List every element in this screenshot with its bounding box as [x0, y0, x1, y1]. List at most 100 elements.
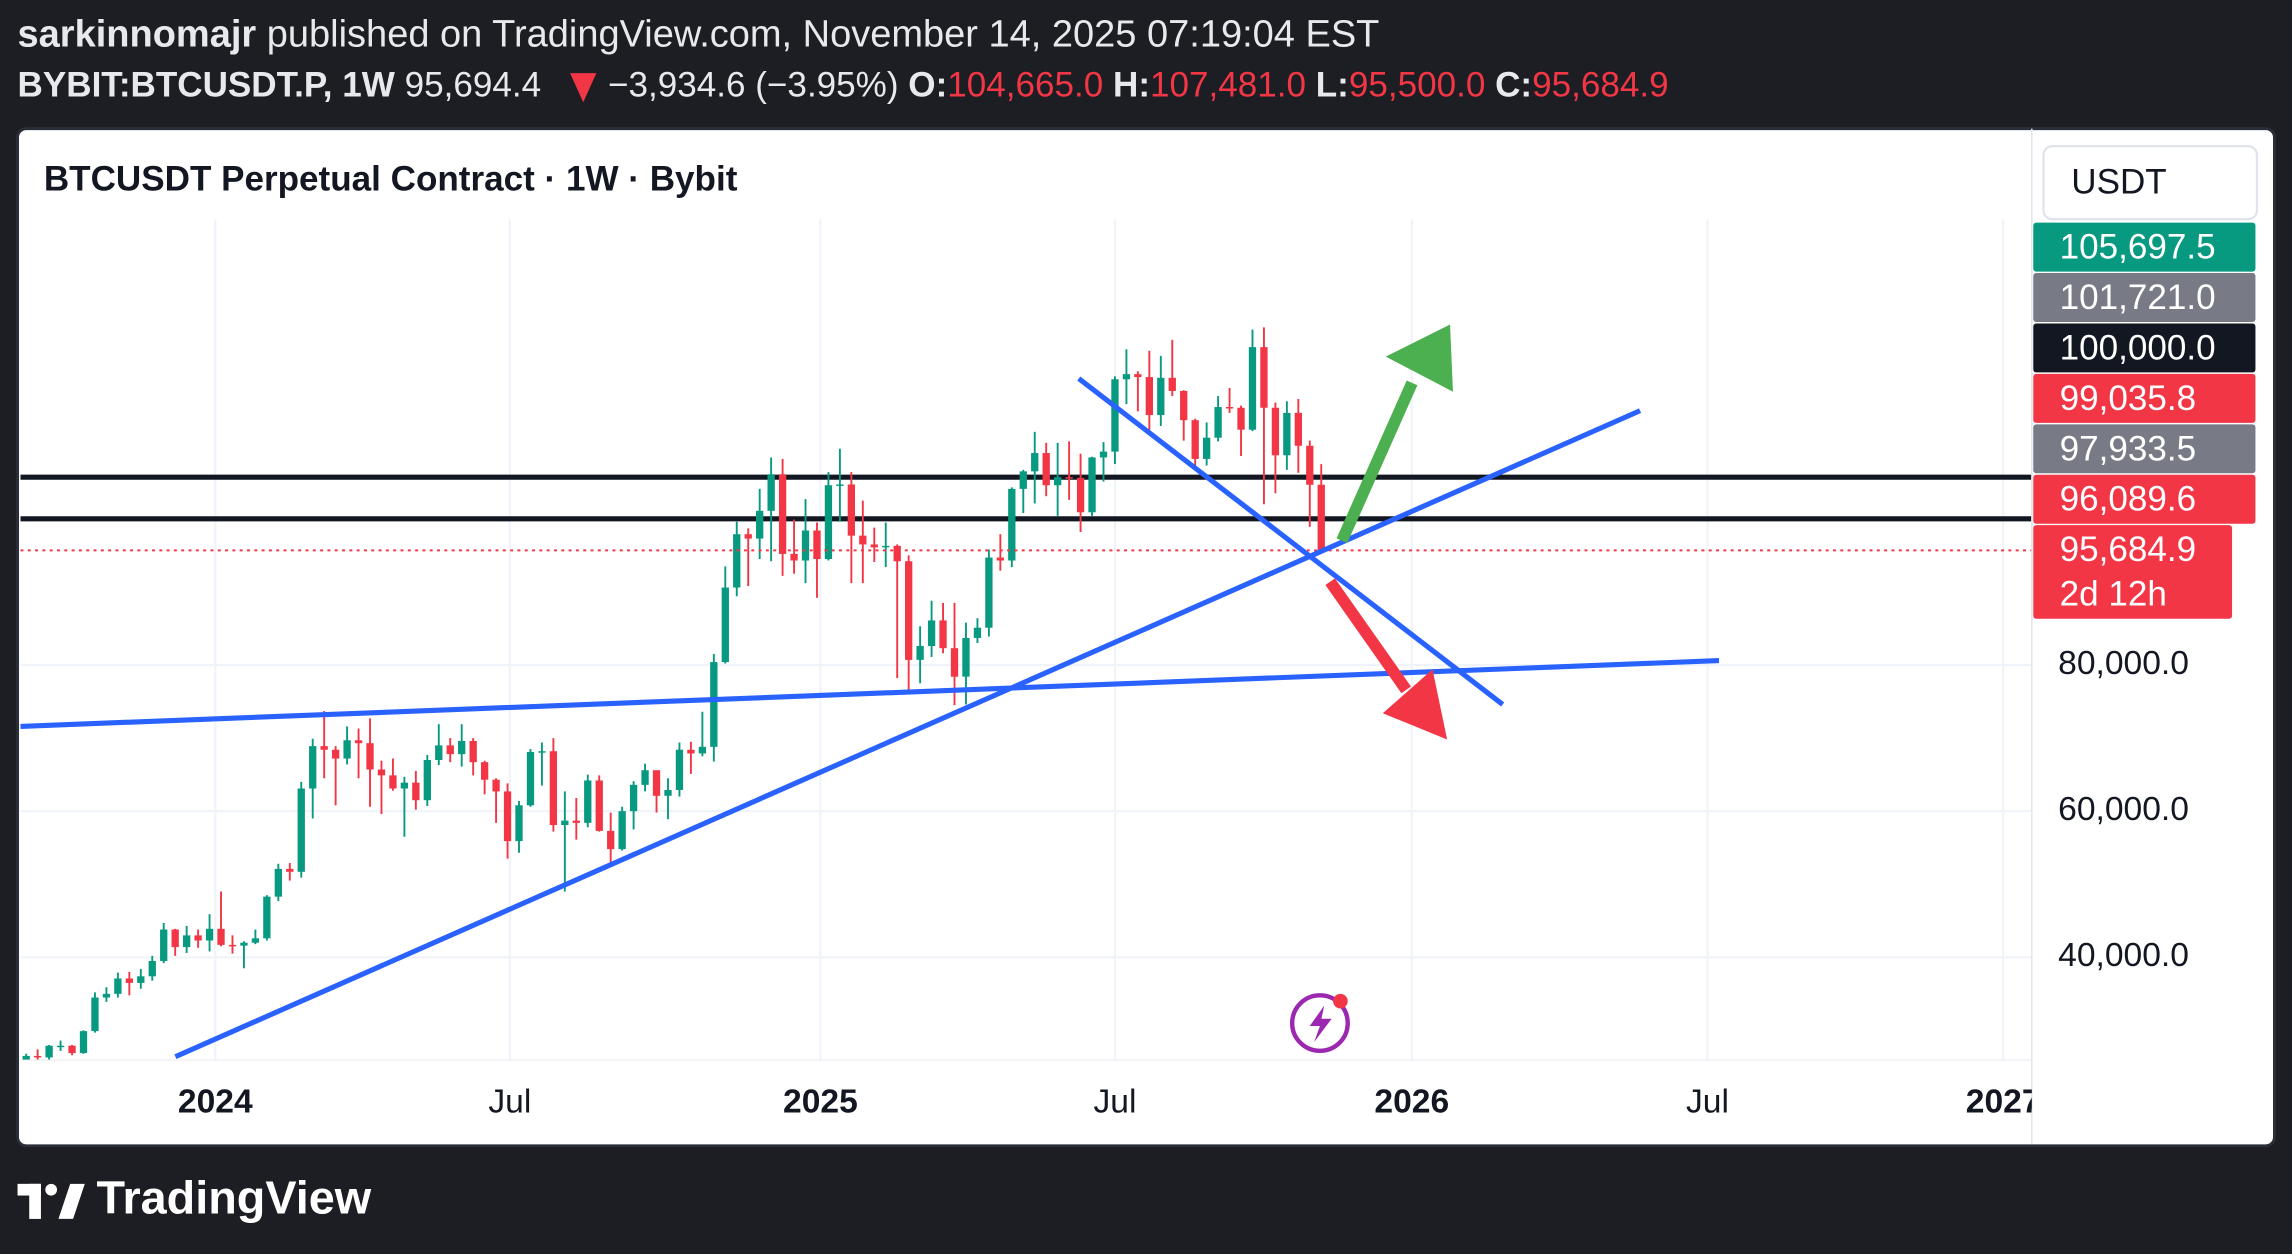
candle-body	[813, 530, 821, 560]
candle-body	[354, 740, 363, 744]
arrow-head	[1385, 324, 1453, 392]
arrow-shaft	[1325, 578, 1411, 694]
ohlc-value: 107,481.0	[1150, 66, 1306, 105]
candle-body	[652, 770, 661, 796]
candle-body	[939, 620, 947, 649]
candle-body	[343, 740, 351, 759]
candle-body	[756, 510, 764, 539]
candle-body	[675, 749, 684, 790]
candle-body	[733, 534, 741, 588]
candle-body	[91, 997, 99, 1032]
trend-line	[20, 658, 1720, 729]
candle-body	[286, 868, 294, 872]
lightning-icon[interactable]	[1289, 993, 1350, 1054]
candle-body	[1180, 390, 1188, 421]
candle-body	[251, 938, 260, 943]
candle-body	[45, 1045, 53, 1058]
candle-body	[228, 944, 237, 947]
candle-body	[1145, 377, 1153, 416]
candle-body	[985, 557, 993, 628]
candle-body	[469, 741, 477, 763]
candle-body	[1099, 451, 1108, 458]
candle-body	[1237, 407, 1245, 430]
candle-body	[1260, 347, 1268, 408]
candle-body	[217, 928, 225, 945]
candle-body	[882, 545, 890, 548]
candle-body	[137, 976, 145, 983]
currency-button[interactable]	[2042, 145, 2259, 221]
currency-label[interactable]: USDT	[2071, 162, 2166, 201]
x-tick-label: 2024	[178, 1083, 253, 1120]
candle-body	[1065, 477, 1073, 479]
candle-body	[194, 935, 202, 941]
candle-body	[389, 775, 397, 789]
candle-body	[171, 929, 179, 948]
price-label: 96,089.6	[2060, 480, 2196, 519]
candle-body	[973, 627, 982, 638]
candle-body	[1008, 488, 1016, 561]
icon-bolt[interactable]	[1309, 1005, 1332, 1043]
candle-body	[618, 811, 626, 850]
candle-body	[1306, 445, 1314, 485]
y-tick-label: 80,000.0	[2058, 645, 2189, 682]
candle-body	[721, 587, 729, 663]
candle-body	[790, 553, 798, 561]
price-label-box	[2033, 373, 2256, 423]
candle-body	[240, 942, 248, 946]
candle-body	[641, 770, 649, 785]
icon-dot[interactable]	[1333, 993, 1348, 1009]
ohlc-value: 95,500.0	[1349, 66, 1485, 105]
icon-ring[interactable]	[1289, 993, 1350, 1054]
candle-body	[1191, 420, 1199, 459]
footer-logo: TradingView	[17, 1172, 372, 1224]
drawings	[20, 324, 1720, 1060]
time-axis: 2024 Jul 2025 Jul 2026 Jul 2027	[20, 1059, 2032, 1120]
publish-line: sarkinnomajr published on TradingView.co…	[18, 14, 1380, 56]
price-label-box	[2033, 273, 2256, 323]
candle-body	[572, 820, 580, 823]
candle-body	[526, 751, 535, 806]
candle-body	[515, 805, 523, 842]
candle-body	[1168, 377, 1176, 391]
candle-body	[744, 534, 752, 539]
arrow-head	[1382, 669, 1448, 740]
price-label-box	[2033, 525, 2233, 619]
candle-body	[79, 1031, 88, 1054]
candle-body	[767, 474, 775, 511]
candle-body	[927, 620, 936, 646]
change-line: −3,934.6 (−3.95%) O:104,665.0 H:107,481.…	[608, 66, 1669, 105]
y-tick-label: 40,000.0	[2058, 937, 2189, 974]
candle-body	[114, 978, 122, 994]
candle-body	[263, 896, 271, 939]
candle-body	[205, 928, 214, 941]
candle-body	[377, 769, 386, 776]
price-label-box	[2033, 222, 2256, 272]
candle-body	[435, 745, 443, 760]
symbol-line: BYBIT:BTCUSDT.P, 1W 95,694.4	[18, 66, 542, 105]
price-axis: 40,000.0 60,000.0 80,000.0 105,697.5 101,721…	[2031, 128, 2256, 1145]
price-label-box	[2033, 323, 2256, 373]
candle-body	[56, 1045, 65, 1048]
candle-body	[561, 820, 569, 826]
ohlc-key: L:	[1316, 66, 1349, 105]
grid	[20, 219, 2032, 1060]
candle-body	[836, 484, 844, 486]
candle-body	[1042, 453, 1050, 486]
down-arrow-icon	[570, 73, 597, 103]
candle-body	[1122, 374, 1131, 380]
candle-body	[778, 474, 787, 554]
candle-body	[1214, 407, 1222, 438]
candle-body	[629, 784, 638, 812]
price-label: 101,721.0	[2060, 278, 2216, 317]
candle-body	[503, 791, 512, 842]
candle-body	[34, 1055, 42, 1058]
price-label: 105,697.5	[2060, 228, 2216, 267]
candle-body	[446, 745, 454, 755]
candle-body	[102, 993, 111, 998]
plot-area	[20, 327, 2032, 1060]
candle-body	[1317, 484, 1325, 551]
candle-body	[297, 788, 305, 872]
candle-body	[1248, 347, 1257, 430]
ohlc-key: H:	[1113, 66, 1150, 105]
